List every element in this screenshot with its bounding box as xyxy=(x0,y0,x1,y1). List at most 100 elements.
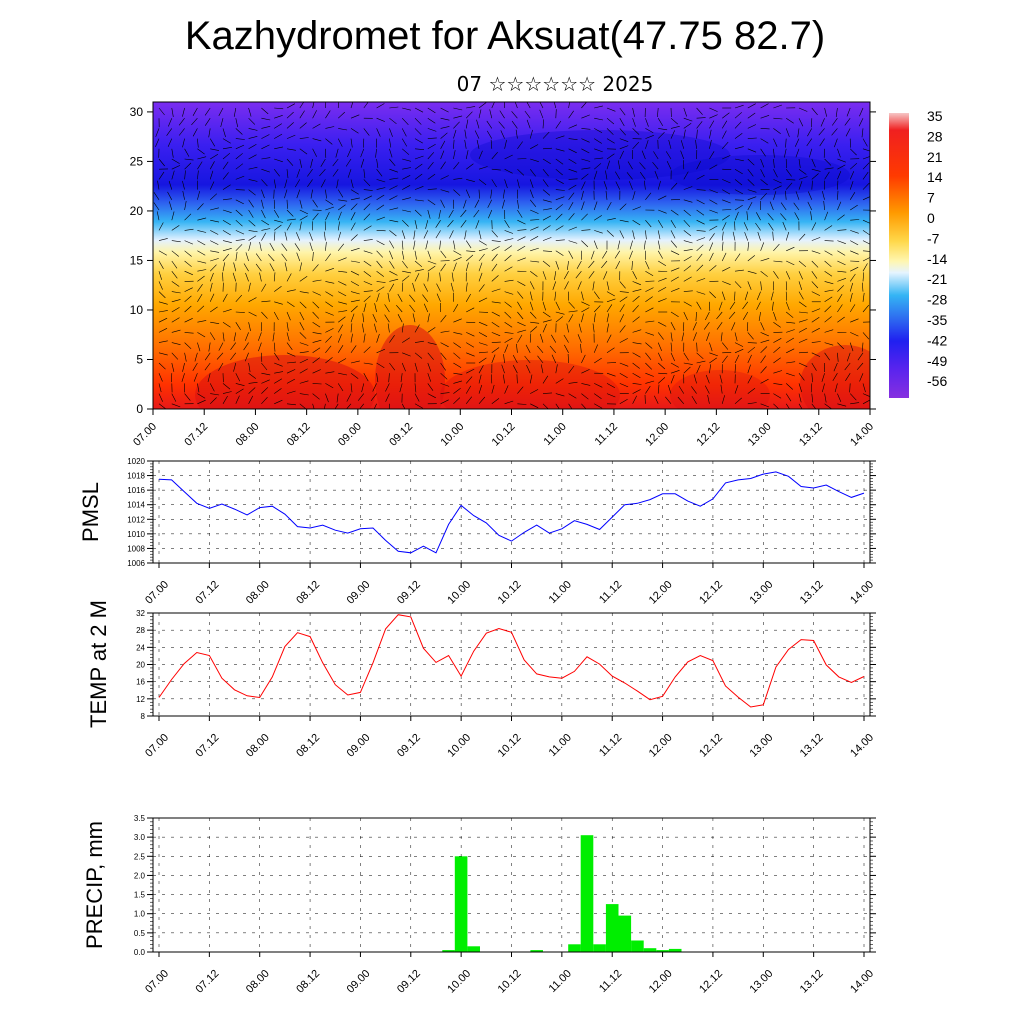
wind-barb xyxy=(614,250,621,259)
wind-barb xyxy=(453,150,456,160)
colorbar-label: 35 xyxy=(927,108,943,124)
wind-barb xyxy=(312,264,319,272)
wind-barb xyxy=(360,148,365,158)
wind-barb xyxy=(197,203,204,211)
wind-barb xyxy=(453,397,461,405)
wind-barb xyxy=(182,138,185,148)
wind-barb xyxy=(347,169,352,178)
wind-barb xyxy=(286,158,294,166)
wind-barb xyxy=(376,373,379,383)
wind-barb xyxy=(683,301,692,307)
wind-barb xyxy=(683,290,693,292)
wind-barb xyxy=(325,102,327,109)
wind-barb xyxy=(837,393,842,403)
wind-barb xyxy=(218,362,224,371)
wind-barb xyxy=(440,352,447,360)
wind-barb xyxy=(632,281,642,286)
wind-barb xyxy=(261,134,270,139)
wind-barb xyxy=(709,233,715,241)
wind-barb xyxy=(440,161,446,170)
wind-barb xyxy=(158,373,163,382)
wind-barb xyxy=(286,311,291,321)
wind-barb xyxy=(464,139,467,149)
wind-barb xyxy=(166,128,173,136)
wind-barb xyxy=(837,403,847,407)
wind-barb xyxy=(773,346,781,354)
wind-barb xyxy=(399,383,403,393)
wind-barb xyxy=(158,328,168,333)
wind-barb xyxy=(414,107,424,113)
wind-barb xyxy=(248,179,258,182)
wind-barb xyxy=(337,345,344,353)
wind-barb xyxy=(178,118,185,126)
wind-barb xyxy=(798,351,809,354)
wind-barb xyxy=(197,170,199,180)
wind-barb xyxy=(696,174,705,180)
wind-barb xyxy=(210,207,219,211)
wind-barb xyxy=(619,291,629,293)
wind-barb xyxy=(837,270,847,273)
wind-barb xyxy=(773,370,783,374)
wind-barb xyxy=(453,304,459,313)
wind-barb xyxy=(526,119,531,129)
wind-barb xyxy=(517,219,526,225)
wind-barb xyxy=(654,395,659,404)
wind-barb xyxy=(666,160,672,170)
wind-barb xyxy=(734,348,744,354)
wind-barb xyxy=(171,299,181,303)
wind-barb xyxy=(184,352,187,362)
wind-barb xyxy=(491,341,501,343)
wind-barb xyxy=(526,364,531,374)
wind-barb xyxy=(619,203,627,211)
wind-barb xyxy=(670,240,678,248)
wind-barb xyxy=(670,311,679,318)
wind-barb xyxy=(760,270,768,277)
precip-bar xyxy=(631,940,644,952)
precip-bar xyxy=(442,950,455,952)
wind-barb xyxy=(466,321,476,323)
wind-barb xyxy=(581,291,584,301)
wind-barb xyxy=(273,209,280,218)
wind-barb xyxy=(248,136,258,139)
wind-barb xyxy=(156,211,160,221)
wind-barb xyxy=(696,291,706,295)
wind-barb xyxy=(632,219,641,226)
wind-barb xyxy=(222,309,232,313)
wind-barb xyxy=(824,296,833,303)
wind-barb xyxy=(837,260,846,266)
wind-barb xyxy=(743,222,749,231)
wind-barb xyxy=(286,103,296,109)
wind-barb xyxy=(337,383,344,392)
wind-barb xyxy=(427,272,429,282)
wind-barb xyxy=(312,383,322,385)
wind-barb xyxy=(363,362,373,365)
wind-barb xyxy=(849,273,856,282)
wind-barb xyxy=(747,189,757,193)
wind-barb xyxy=(389,362,396,371)
wind-barb xyxy=(760,128,770,130)
wind-barb xyxy=(658,298,667,303)
wind-barb xyxy=(568,202,574,211)
warm-region xyxy=(440,360,620,409)
wind-barb xyxy=(657,230,661,240)
wind-barb xyxy=(798,301,807,308)
wind-barb xyxy=(734,199,745,201)
wind-barb xyxy=(375,148,377,158)
wind-barb xyxy=(627,161,633,170)
wind-barb xyxy=(363,303,367,313)
wind-barb xyxy=(503,374,505,384)
wind-barb xyxy=(504,332,514,334)
wind-barb xyxy=(453,380,463,384)
wind-barb xyxy=(592,323,595,333)
wind-barb xyxy=(667,384,672,394)
wind-barb xyxy=(209,282,213,292)
wind-barb xyxy=(517,209,523,218)
wind-barb xyxy=(286,342,293,350)
wind-barb xyxy=(824,240,834,242)
y-tick-label: 1018 xyxy=(127,472,145,481)
wind-barb xyxy=(594,128,603,134)
x-tick-label: 13.12 xyxy=(797,421,825,449)
wind-barb xyxy=(486,120,493,129)
wind-barb xyxy=(824,352,830,361)
wind-barb xyxy=(312,321,321,328)
